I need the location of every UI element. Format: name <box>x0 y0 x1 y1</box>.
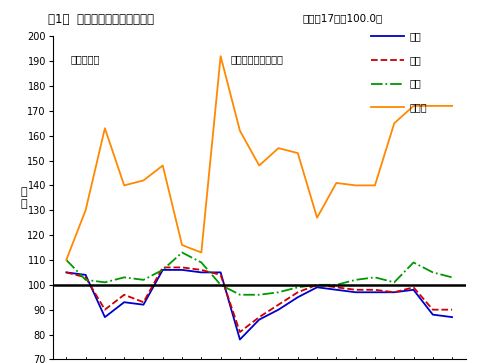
Text: 在庫率: 在庫率 <box>409 102 427 112</box>
Text: 在庫: 在庫 <box>409 78 421 89</box>
Text: 出荷: 出荷 <box>409 55 421 65</box>
Text: （平成17年＝100.0）: （平成17年＝100.0） <box>302 13 383 23</box>
Text: 指
数: 指 数 <box>21 187 27 209</box>
Text: （季節調整済指数）: （季節調整済指数） <box>230 54 283 64</box>
Text: 生産: 生産 <box>409 31 421 41</box>
Text: （原指数）: （原指数） <box>70 54 99 64</box>
Text: 第1図  千葉県鉱工業指数の推移: 第1図 千葉県鉱工業指数の推移 <box>48 13 154 26</box>
